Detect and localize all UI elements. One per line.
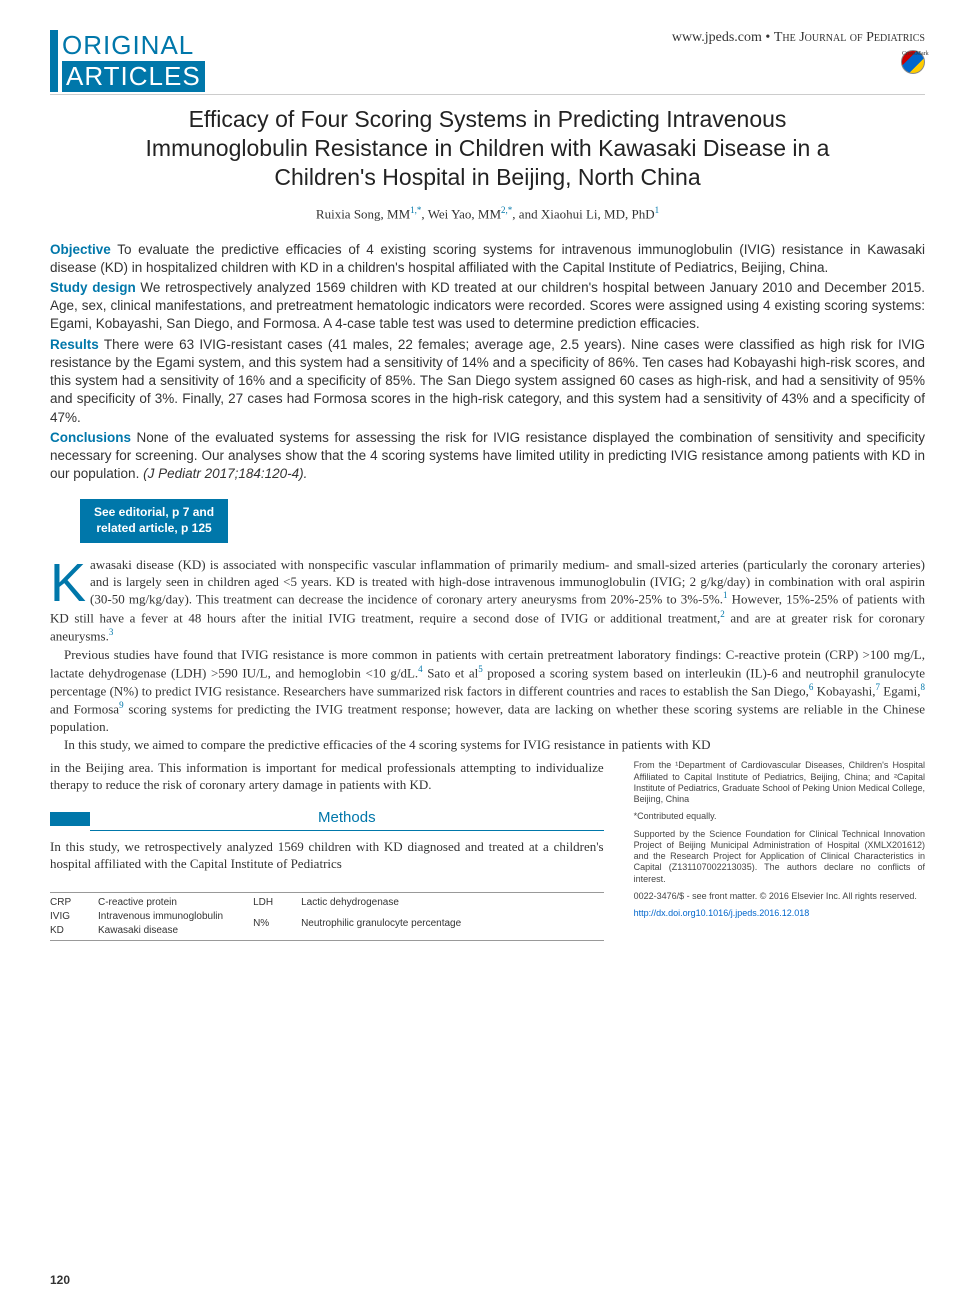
- conclusions-label: Conclusions: [50, 430, 131, 445]
- funding-statement: Supported by the Science Foundation for …: [634, 829, 925, 885]
- journal-info: www.jpeds.com • The Journal of Pediatric…: [672, 30, 925, 74]
- heading-bar-icon: [50, 812, 90, 826]
- results-text: There were 63 IVIG-resistant cases (41 m…: [50, 337, 925, 425]
- page-number: 120: [50, 1273, 70, 1287]
- abbreviations-table: CRPC-reactive protein IVIGIntravenous im…: [50, 892, 604, 941]
- copyright: 0022-3476/$ - see front matter. © 2016 E…: [634, 891, 925, 902]
- section-label: ORIGINAL ARTICLES: [50, 30, 205, 92]
- author-2: Wei Yao, MM: [428, 207, 501, 222]
- section-line1: ORIGINAL: [62, 30, 205, 61]
- abbrev-col-1: CRPC-reactive protein IVIGIntravenous im…: [50, 896, 223, 937]
- ref-3[interactable]: 3: [109, 627, 114, 637]
- editorial-crossref-box[interactable]: See editorial, p 7 and related article, …: [80, 499, 228, 542]
- body-p3-cont: in the Beijing area. This information is…: [50, 760, 604, 794]
- design-label: Study design: [50, 280, 136, 295]
- journal-url[interactable]: www.jpeds.com: [672, 30, 762, 45]
- doi-link[interactable]: http://dx.doi.org10.1016/j.jpeds.2016.12…: [634, 908, 810, 918]
- abbrev-col-2: LDHLactic dehydrogenase N%Neutrophilic g…: [253, 896, 461, 937]
- page-header: ORIGINAL ARTICLES www.jpeds.com • The Jo…: [50, 30, 925, 95]
- objective-text: To evaluate the predictive efficacies of…: [50, 242, 925, 275]
- author-3: Xiaohui Li, MD, PhD: [541, 207, 655, 222]
- methods-heading: Methods: [50, 808, 604, 831]
- author-list: Ruixia Song, MM1,*, Wei Yao, MM2,*, and …: [50, 205, 925, 222]
- abstract: Objective To evaluate the predictive eff…: [50, 241, 925, 484]
- article-body: Kawasaki disease (KD) is associated with…: [50, 557, 925, 942]
- author-1: Ruixia Song, MM: [316, 207, 410, 222]
- dropcap: K: [50, 557, 90, 605]
- crossmark-icon[interactable]: CrossMark: [901, 50, 925, 74]
- footer-column: From the ¹Department of Cardiovascular D…: [634, 760, 925, 941]
- methods-p1: In this study, we retrospectively analyz…: [50, 839, 604, 873]
- design-text: We retrospectively analyzed 1569 childre…: [50, 280, 925, 331]
- left-column: in the Beijing area. This information is…: [50, 760, 604, 941]
- equal-contribution: *Contributed equally.: [634, 811, 925, 822]
- journal-name: The Journal of Pediatrics: [774, 30, 925, 45]
- affiliations: From the ¹Department of Cardiovascular D…: [634, 760, 925, 805]
- citation: (J Pediatr 2017;184:120-4).: [143, 466, 307, 481]
- objective-label: Objective: [50, 242, 111, 257]
- results-label: Results: [50, 337, 99, 352]
- body-p3-intro: In this study, we aimed to compare the p…: [50, 737, 925, 754]
- ref-8[interactable]: 8: [921, 682, 926, 692]
- section-line2: ARTICLES: [62, 61, 205, 92]
- article-title: Efficacy of Four Scoring Systems in Pred…: [110, 105, 865, 191]
